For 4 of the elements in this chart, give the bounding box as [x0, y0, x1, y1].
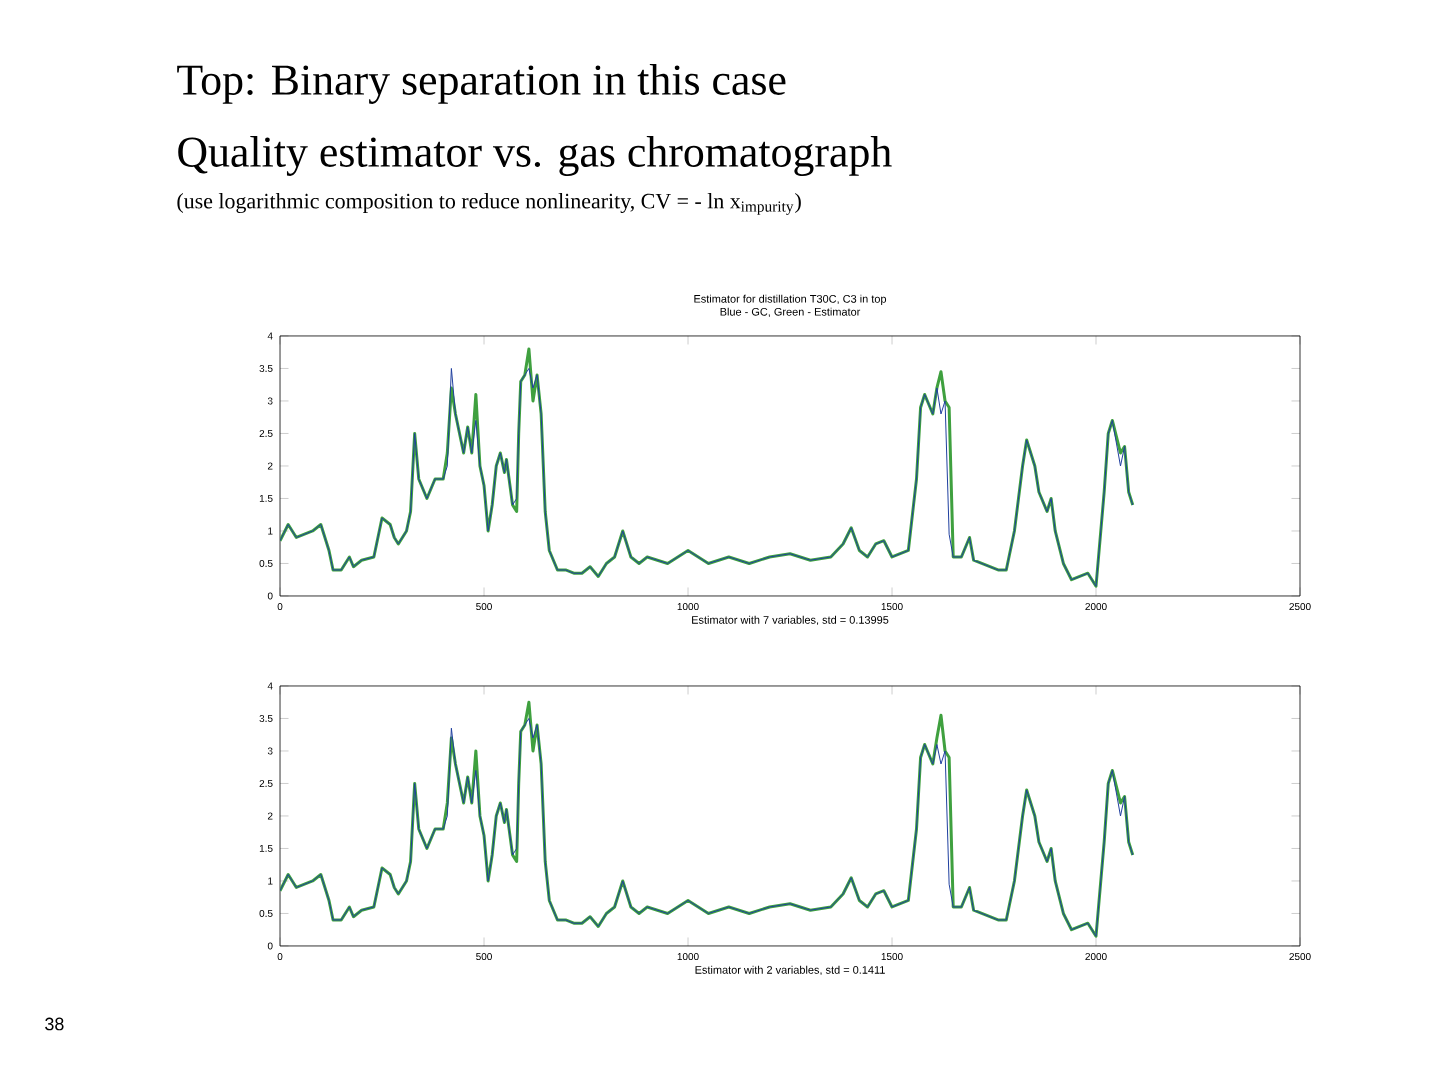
text: 38: [45, 1017, 64, 1031]
text: Quality estimator vs. gas chromatograph: [178, 136, 892, 176]
text: Top: Binary separation in this case: [177, 64, 786, 104]
text: (use logarithmic composition to reduce nonlinearity, CV = - ln x$_{impurity}$): [177, 193, 801, 215]
